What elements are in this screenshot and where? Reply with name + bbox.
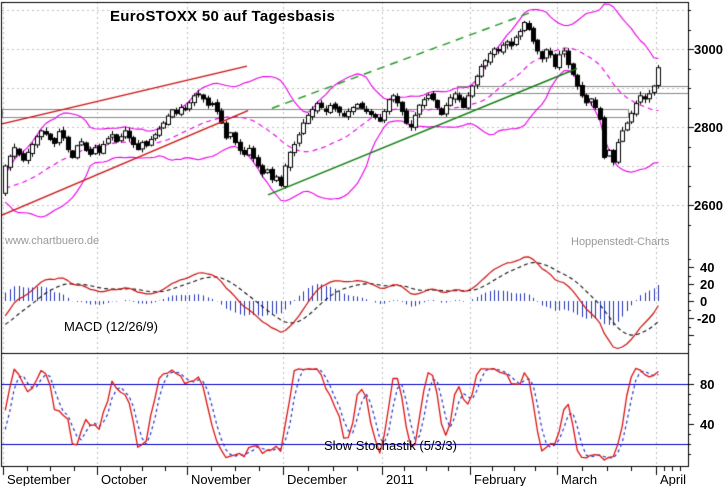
price-axis-label-2600: 2600 [694,198,723,213]
x-axis-label-march: March [561,472,598,486]
x-axis-label-september: September [7,472,71,486]
macd-indicator-label: MACD (12/26/9) [64,319,158,334]
stoch-axis-label-80: 80 [700,377,715,392]
macd-axis-label-40: 40 [700,260,715,275]
x-axis-label-october: October [101,472,148,486]
macd-axis-label-20: 20 [700,277,715,292]
macd-axis-label-0: 0 [700,294,708,309]
x-axis-label-2011: 2011 [386,472,414,486]
x-axis-label-november: November [191,472,251,486]
x-axis-label-february: February [474,472,527,486]
stochastic-indicator-label: Slow Stochastik (5/3/3) [324,438,457,453]
price-axis-label-2800: 2800 [694,120,723,135]
x-axis-label-december: December [287,472,347,486]
chart-title: EuroSTOXX 50 auf Tagesbasis [110,8,336,25]
x-axis-label-april: April [660,472,687,486]
price-axis-label-3000: 3000 [694,42,723,57]
stoch-axis-label-40: 40 [700,417,715,432]
watermark-chartbuero: www.chartbuero.de [5,235,100,247]
watermark-hoppenstedt: Hoppenstedt-Charts [571,236,670,248]
macd-axis-label--20: -20 [697,311,716,326]
